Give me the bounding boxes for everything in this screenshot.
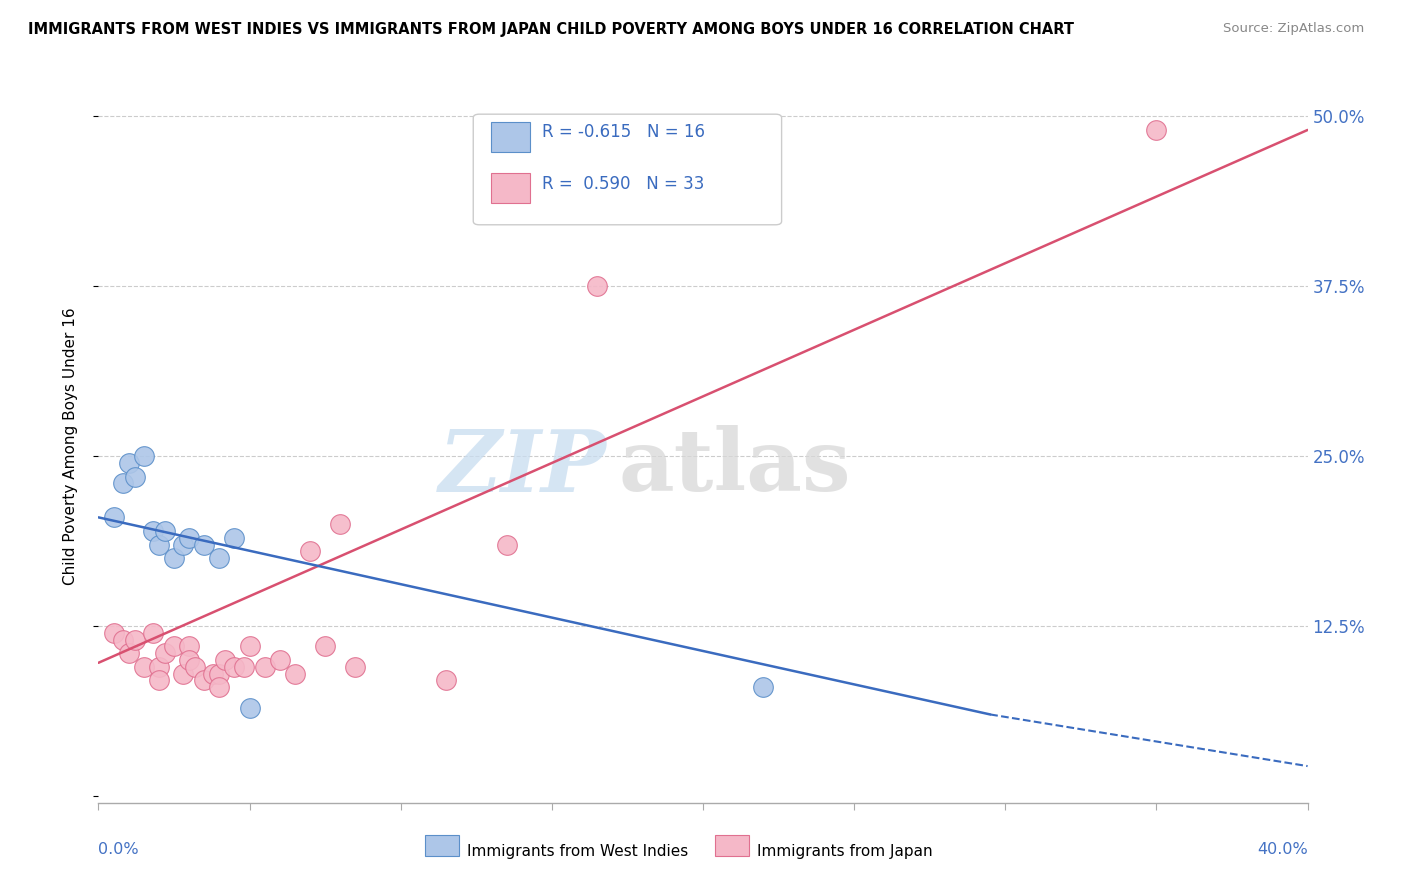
Point [284,666,307,681]
Point [142,626,165,640]
Point [208,551,231,566]
Point [124,469,146,483]
Point [329,517,352,532]
Point [163,640,186,654]
Point [202,666,225,681]
Point [148,537,170,551]
Point [172,666,194,681]
Text: IMMIGRANTS FROM WEST INDIES VS IMMIGRANTS FROM JAPAN CHILD POVERTY AMONG BOYS UN: IMMIGRANTS FROM WEST INDIES VS IMMIGRANT… [28,22,1074,37]
Bar [492,122,530,152]
Bar [425,835,458,856]
Point [163,551,186,566]
Text: Source: ZipAtlas.com: Source: ZipAtlas.com [1223,22,1364,36]
Text: 0.0%: 0.0% [98,842,139,857]
Point [124,632,146,647]
Text: Immigrants from Japan: Immigrants from Japan [758,844,934,859]
Point [111,632,134,647]
Point [434,673,457,688]
Point [214,653,236,667]
Point [142,524,165,538]
Y-axis label: Child Poverty Among Boys Under 16: Child Poverty Among Boys Under 16 [63,307,77,585]
Point [132,660,155,674]
Point [118,646,141,660]
Text: ZIP: ZIP [439,425,606,509]
Text: atlas: atlas [619,425,851,509]
Point [132,449,155,463]
Point [239,640,262,654]
Point [299,544,322,558]
Point [1144,123,1167,137]
Point [224,531,246,545]
Point [111,476,134,491]
Point [239,700,262,714]
Point [253,660,276,674]
Point [118,456,141,470]
Point [179,640,201,654]
Point [752,680,775,694]
Point [193,673,215,688]
Point [148,660,170,674]
Point [495,537,517,551]
Point [193,537,215,551]
Point [314,640,336,654]
Point [153,524,176,538]
FancyBboxPatch shape [474,114,782,225]
Point [153,646,176,660]
Text: 40.0%: 40.0% [1257,842,1308,857]
Point [269,653,291,667]
Text: R = -0.615   N = 16: R = -0.615 N = 16 [543,123,706,142]
Point [184,660,207,674]
Point [232,660,254,674]
Text: R =  0.590   N = 33: R = 0.590 N = 33 [543,175,704,193]
Point [208,680,231,694]
Point [103,510,125,524]
Point [208,666,231,681]
Point [179,653,201,667]
Text: Immigrants from West Indies: Immigrants from West Indies [467,844,689,859]
Point [148,673,170,688]
Bar [716,835,749,856]
Point [172,537,194,551]
Point [586,279,609,293]
Point [179,531,201,545]
Bar [492,173,530,203]
Point [103,626,125,640]
Point [224,660,246,674]
Point [344,660,367,674]
